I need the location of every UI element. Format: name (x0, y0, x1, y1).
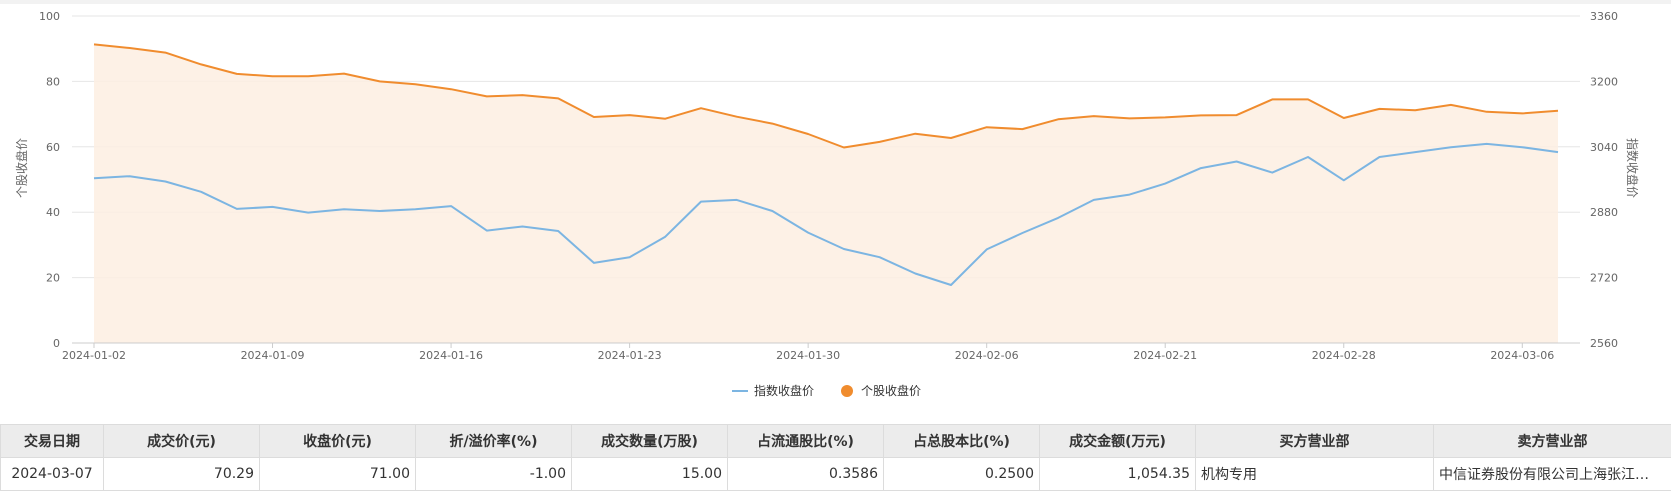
right-tick-label: 3360 (1590, 10, 1618, 23)
x-tick-label: 2024-02-06 (955, 349, 1019, 362)
cell-trade-date: 2024-03-07 (0, 457, 104, 491)
legend-item-index[interactable]: 指数收盘价 (732, 383, 814, 398)
left-tick-label: 0 (53, 337, 60, 350)
legend-stock-dot-icon (841, 385, 853, 397)
left-tick-label: 20 (46, 272, 60, 285)
cell-volume: 15.00 (571, 457, 728, 491)
legend-item-stock[interactable]: 个股收盘价 (841, 383, 921, 398)
right-axis-title: 指数收盘价 (1625, 138, 1640, 198)
col-seller: 卖方营业部 (1433, 424, 1671, 458)
x-tick-label: 2024-01-30 (776, 349, 840, 362)
stock-area (94, 44, 1558, 344)
x-tick-label: 2024-01-02 (62, 349, 126, 362)
col-buyer: 买方营业部 (1195, 424, 1434, 458)
x-tick-label: 2024-01-23 (598, 349, 662, 362)
index-series-line (93, 142, 1559, 286)
left-tick-label: 100 (39, 10, 60, 23)
x-tick-label: 2024-03-06 (1490, 349, 1554, 362)
right-tick-label: 3200 (1590, 75, 1618, 88)
col-trade-date: 交易日期 (0, 424, 104, 458)
left-tick-label: 40 (46, 206, 60, 219)
col-trade-price: 成交价(元) (103, 424, 260, 458)
cell-seller: 中信证券股份有限公司上海张江… (1433, 457, 1671, 491)
stock-area-fill (94, 44, 1558, 344)
block-trade-table-container: 交易日期 成交价(元) 收盘价(元) 折/溢价率(%) 成交数量(万股) 占流通… (0, 424, 1671, 491)
cell-amount: 1,054.35 (1039, 457, 1196, 491)
series-lines (93, 43, 1559, 286)
cell-trade-price: 70.29 (103, 457, 260, 491)
cell-premium-rate: -1.00 (415, 457, 572, 491)
table-header-row: 交易日期 成交价(元) 收盘价(元) 折/溢价率(%) 成交数量(万股) 占流通… (0, 424, 1671, 458)
right-tick-label: 3040 (1590, 141, 1618, 154)
cell-total-ratio: 0.2500 (883, 457, 1040, 491)
right-tick-label: 2880 (1590, 206, 1618, 219)
left-tick-label: 80 (46, 75, 60, 88)
legend: 指数收盘价 个股收盘价 (732, 383, 921, 398)
x-tick-label: 2024-01-09 (241, 349, 305, 362)
stock-series-line (93, 43, 1559, 149)
cell-close-price: 71.00 (259, 457, 416, 491)
left-tick-label: 60 (46, 141, 60, 154)
col-premium-rate: 折/溢价率(%) (415, 424, 572, 458)
col-volume: 成交数量(万股) (571, 424, 728, 458)
col-close-price: 收盘价(元) (259, 424, 416, 458)
col-total-ratio: 占总股本比(%) (883, 424, 1040, 458)
x-tick-label: 2024-01-16 (419, 349, 483, 362)
x-tick-label: 2024-02-28 (1312, 349, 1376, 362)
table-row: 2024-03-07 70.29 71.00 -1.00 15.00 0.358… (0, 457, 1671, 491)
right-tick-label: 2720 (1590, 272, 1618, 285)
cell-buyer: 机构专用 (1195, 457, 1434, 491)
col-amount: 成交金额(万元) (1039, 424, 1196, 458)
legend-stock-label: 个股收盘价 (861, 383, 921, 398)
axes: 0 20 40 60 80 100 2560 2720 2880 3040 3200 3360 2024… (39, 10, 1618, 362)
x-tick-label: 2024-02-21 (1133, 349, 1197, 362)
col-float-ratio: 占流通股比(%) (727, 424, 884, 458)
top-strip (0, 0, 1671, 4)
right-tick-label: 2560 (1590, 337, 1618, 350)
left-axis-title: 个股收盘价 (14, 138, 29, 198)
cell-float-ratio: 0.3586 (727, 457, 884, 491)
price-chart: 0 20 40 60 80 100 2560 2720 2880 3040 3200 3360 2024… (14, 10, 1640, 398)
block-trade-table: 交易日期 成交价(元) 收盘价(元) 折/溢价率(%) 成交数量(万股) 占流通… (0, 424, 1671, 491)
legend-index-label: 指数收盘价 (754, 383, 814, 398)
